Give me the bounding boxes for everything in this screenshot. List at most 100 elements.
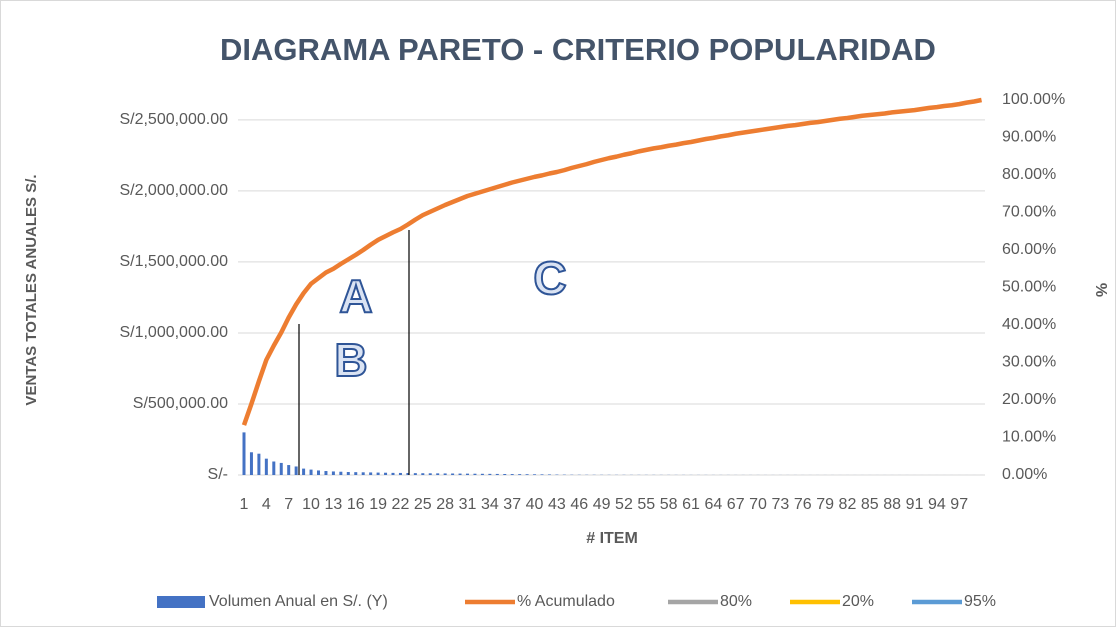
y-tick-label: S/1,500,000.00: [119, 253, 228, 270]
bar: [406, 473, 410, 475]
bar: [480, 473, 484, 475]
bar: [413, 473, 417, 475]
chart-title: DIAGRAMA PARETO - CRITERIO POPULARIDAD: [220, 32, 936, 67]
bar: [361, 472, 365, 475]
bar: [525, 474, 529, 475]
legend-item: 20%: [790, 593, 874, 610]
y2-tick-label: 100.00%: [1002, 91, 1065, 108]
legend-label: 20%: [842, 593, 874, 610]
bar: [249, 452, 253, 475]
y2-tick-label: 90.00%: [1002, 129, 1056, 146]
y-tick-label: S/2,500,000.00: [119, 111, 228, 128]
y2-tick-label: 20.00%: [1002, 391, 1056, 408]
x-tick-label: 79: [816, 496, 834, 513]
bar: [473, 473, 477, 475]
x-tick-label: 40: [526, 496, 544, 513]
legend-item: 80%: [668, 593, 752, 610]
x-tick-label: 88: [883, 496, 901, 513]
zone-label: B: [334, 334, 367, 386]
y2-tick-label: 30.00%: [1002, 354, 1056, 371]
bar: [443, 473, 447, 475]
x-tick-label: 34: [481, 496, 499, 513]
bar: [264, 458, 268, 475]
x-tick-label: 1: [240, 496, 249, 513]
x-tick-label: 97: [950, 496, 968, 513]
bar: [302, 468, 306, 475]
x-tick-label: 52: [615, 496, 633, 513]
x-tick-label: 37: [503, 496, 521, 513]
bar: [510, 474, 514, 475]
x-tick-label: 28: [436, 496, 454, 513]
y2-tick-label: 80.00%: [1002, 166, 1056, 183]
x-tick-label: 73: [772, 496, 790, 513]
y-axis-title: VENTAS TOTALES ANUALES S/.: [23, 174, 40, 405]
bar: [376, 472, 380, 475]
bar: [466, 473, 469, 475]
x-tick-label: 43: [548, 496, 566, 513]
x-tick-label: 22: [392, 496, 410, 513]
bar: [272, 461, 276, 475]
x-tick-label: 16: [347, 496, 365, 513]
bar: [331, 471, 335, 475]
bar: [503, 474, 507, 475]
y2-axis-title: %: [1092, 283, 1109, 297]
bar: [451, 473, 455, 475]
legend-label: 80%: [720, 593, 752, 610]
legend-item: Volumen Anual en S/. (Y): [157, 593, 388, 610]
bar: [518, 474, 522, 475]
x-tick-label: 85: [861, 496, 879, 513]
bar: [287, 465, 291, 475]
zone-label: A: [339, 270, 372, 322]
x-tick-label: 4: [262, 496, 271, 513]
y2-tick-label: 0.00%: [1002, 466, 1047, 483]
x-tick-label: 64: [704, 496, 722, 513]
zone-label: C: [533, 252, 566, 304]
x-tick-label: 76: [794, 496, 812, 513]
x-tick-label: 10: [302, 496, 320, 513]
x-tick-label: 94: [928, 496, 946, 513]
legend-swatch: [157, 596, 205, 608]
y-tick-label: S/1,000,000.00: [119, 324, 228, 341]
bar: [495, 473, 499, 475]
y-tick-label: S/2,000,000.00: [119, 182, 228, 199]
x-tick-label: 61: [682, 496, 700, 513]
y-tick-label: S/-: [208, 466, 228, 483]
bar: [242, 432, 246, 475]
bar: [488, 473, 492, 475]
y2-tick-label: 70.00%: [1002, 204, 1056, 221]
legend-label: Volumen Anual en S/. (Y): [209, 593, 388, 610]
bar: [391, 472, 395, 475]
bar: [324, 471, 328, 475]
bar: [279, 462, 283, 475]
bar: [294, 466, 298, 475]
x-tick-label: 58: [660, 496, 678, 513]
bar: [317, 470, 320, 475]
y2-tick-label: 60.00%: [1002, 241, 1056, 258]
bar: [354, 472, 358, 475]
x-tick-label: 46: [570, 496, 588, 513]
x-tick-label: 25: [414, 496, 432, 513]
y2-tick-label: 50.00%: [1002, 279, 1056, 296]
x-tick-label: 70: [749, 496, 767, 513]
y2-tick-label: 40.00%: [1002, 316, 1056, 333]
bar: [428, 473, 432, 475]
x-axis-title: # ITEM: [586, 530, 638, 547]
x-tick-label: 55: [637, 496, 655, 513]
bar: [398, 472, 402, 475]
x-tick-label: 7: [284, 496, 293, 513]
bar: [339, 471, 343, 475]
bar: [533, 474, 537, 475]
bar: [458, 473, 462, 475]
x-tick-label: 49: [593, 496, 611, 513]
x-tick-label: 19: [369, 496, 387, 513]
bar: [540, 474, 544, 475]
legend-label: 95%: [964, 593, 996, 610]
x-tick-label: 13: [325, 496, 343, 513]
bar: [257, 453, 261, 475]
bar: [547, 474, 551, 475]
legend-item: 95%: [912, 593, 996, 610]
y2-tick-label: 10.00%: [1002, 429, 1056, 446]
bar: [369, 472, 373, 475]
y-tick-label: S/500,000.00: [133, 395, 228, 412]
